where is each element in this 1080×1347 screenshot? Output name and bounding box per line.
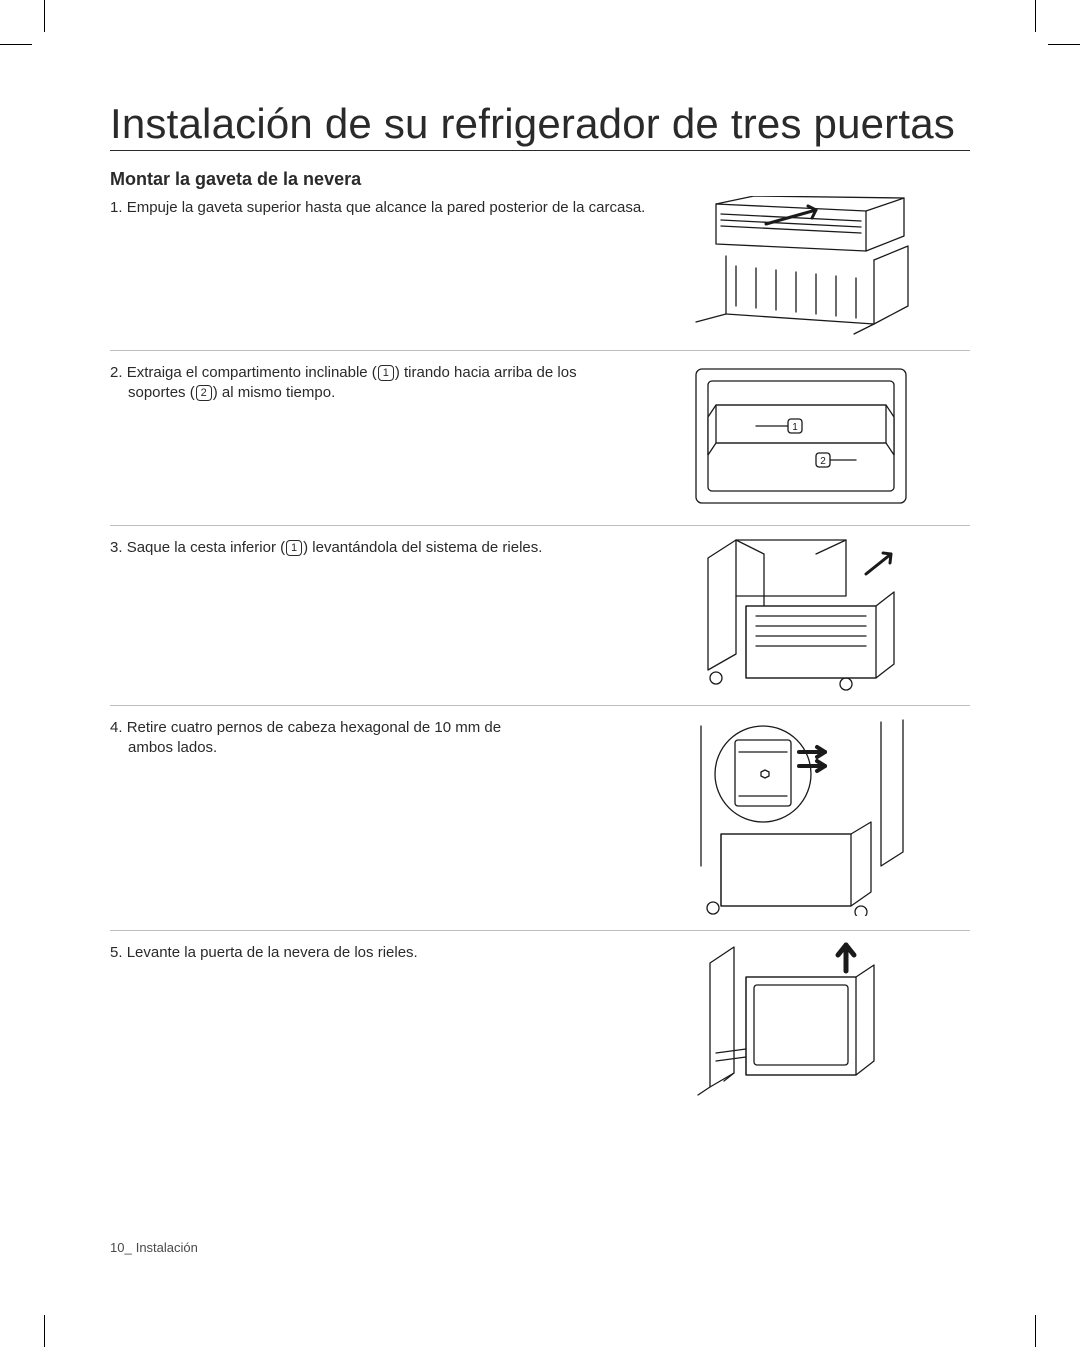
footer-page-number: 10_ (110, 1240, 132, 1255)
step-3-text: 3. Saque la cesta inferior (1) levantánd… (110, 536, 670, 558)
step-3: 3. Saque la cesta inferior (1) levantánd… (110, 526, 970, 706)
step-1-text: 1. Empuje la gaveta superior hasta que a… (110, 196, 670, 218)
drawer-push-illustration (686, 196, 916, 336)
footer-section-label: Instalación (136, 1240, 198, 1255)
step-2-text: 2. Extraiga el compartimento inclinable … (110, 361, 670, 404)
step-1-figure (686, 196, 916, 336)
step-1: 1. Empuje la gaveta superior hasta que a… (110, 196, 970, 351)
lower-basket-illustration (696, 536, 906, 691)
svg-text:1: 1 (792, 422, 798, 433)
step-2: 2. Extraiga el compartimento inclinable … (110, 351, 970, 526)
step-4: 4. Retire cuatro pernos de cabeza hexago… (110, 706, 970, 931)
page-footer: 10_ Instalación (110, 1240, 198, 1255)
page: Instalación de su refrigerador de tres p… (0, 0, 1080, 1347)
tilt-compartment-illustration: 1 2 (686, 361, 916, 511)
step-5-text: 5. Levante la puerta de la nevera de los… (110, 941, 670, 963)
section-heading: Montar la gaveta de la nevera (110, 169, 970, 190)
step-4-figure (686, 716, 916, 916)
lift-door-illustration (696, 941, 906, 1111)
svg-text:2: 2 (820, 456, 826, 467)
callout-1: 1 (378, 365, 394, 381)
callout-1b: 1 (286, 540, 302, 556)
step-5: 5. Levante la puerta de la nevera de los… (110, 931, 970, 1125)
step-3-figure (686, 536, 916, 691)
step-2-figure: 1 2 (686, 361, 916, 511)
callout-2: 2 (196, 385, 212, 401)
step-4-text: 4. Retire cuatro pernos de cabeza hexago… (110, 716, 670, 759)
hex-bolts-illustration (691, 716, 911, 916)
step-5-figure (686, 941, 916, 1111)
page-title: Instalación de su refrigerador de tres p… (110, 100, 970, 151)
